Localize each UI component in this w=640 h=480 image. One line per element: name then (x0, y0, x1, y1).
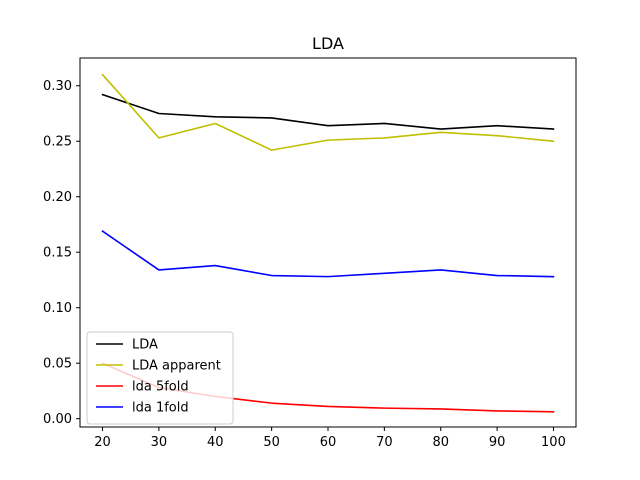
y-tick-label: 0.25 (43, 135, 72, 150)
y-tick-label: 0.20 (43, 190, 72, 205)
y-tick-label: 0.10 (43, 301, 72, 316)
legend-box (86, 331, 234, 425)
x-tick-label: 90 (489, 435, 506, 450)
legend-label-1: LDA apparent (132, 359, 221, 374)
y-tick-label: 0.30 (43, 79, 72, 94)
series-line-0 (101, 93, 555, 130)
x-tick-label: 50 (263, 435, 280, 450)
series-line-1 (101, 73, 555, 151)
x-tick-label: 40 (207, 435, 224, 450)
x-tick-label: 20 (94, 435, 111, 450)
chart-title: LDA (312, 34, 344, 53)
x-tick-label: 100 (541, 435, 566, 450)
y-tick-label: 0.15 (43, 246, 72, 261)
legend-label-3: lda 1fold (132, 401, 189, 416)
x-axis: 20 30 40 50 60 70 80 90 100 (94, 427, 566, 450)
x-tick-label: 30 (151, 435, 168, 450)
x-tick-label: 80 (432, 435, 449, 450)
series-line-3 (101, 230, 555, 278)
y-tick-label: 0.00 (43, 412, 72, 427)
x-tick-label: 60 (320, 435, 337, 450)
x-tick-label: 70 (376, 435, 393, 450)
legend-label-0: LDA (132, 338, 158, 353)
legend: LDA LDA apparent lda 5fold lda 1fold (86, 331, 234, 425)
y-tick-label: 0.05 (43, 357, 72, 372)
y-axis: 0.00 0.05 0.10 0.15 0.20 0.25 0.30 (43, 79, 80, 427)
legend-label-2: lda 5fold (132, 380, 189, 395)
